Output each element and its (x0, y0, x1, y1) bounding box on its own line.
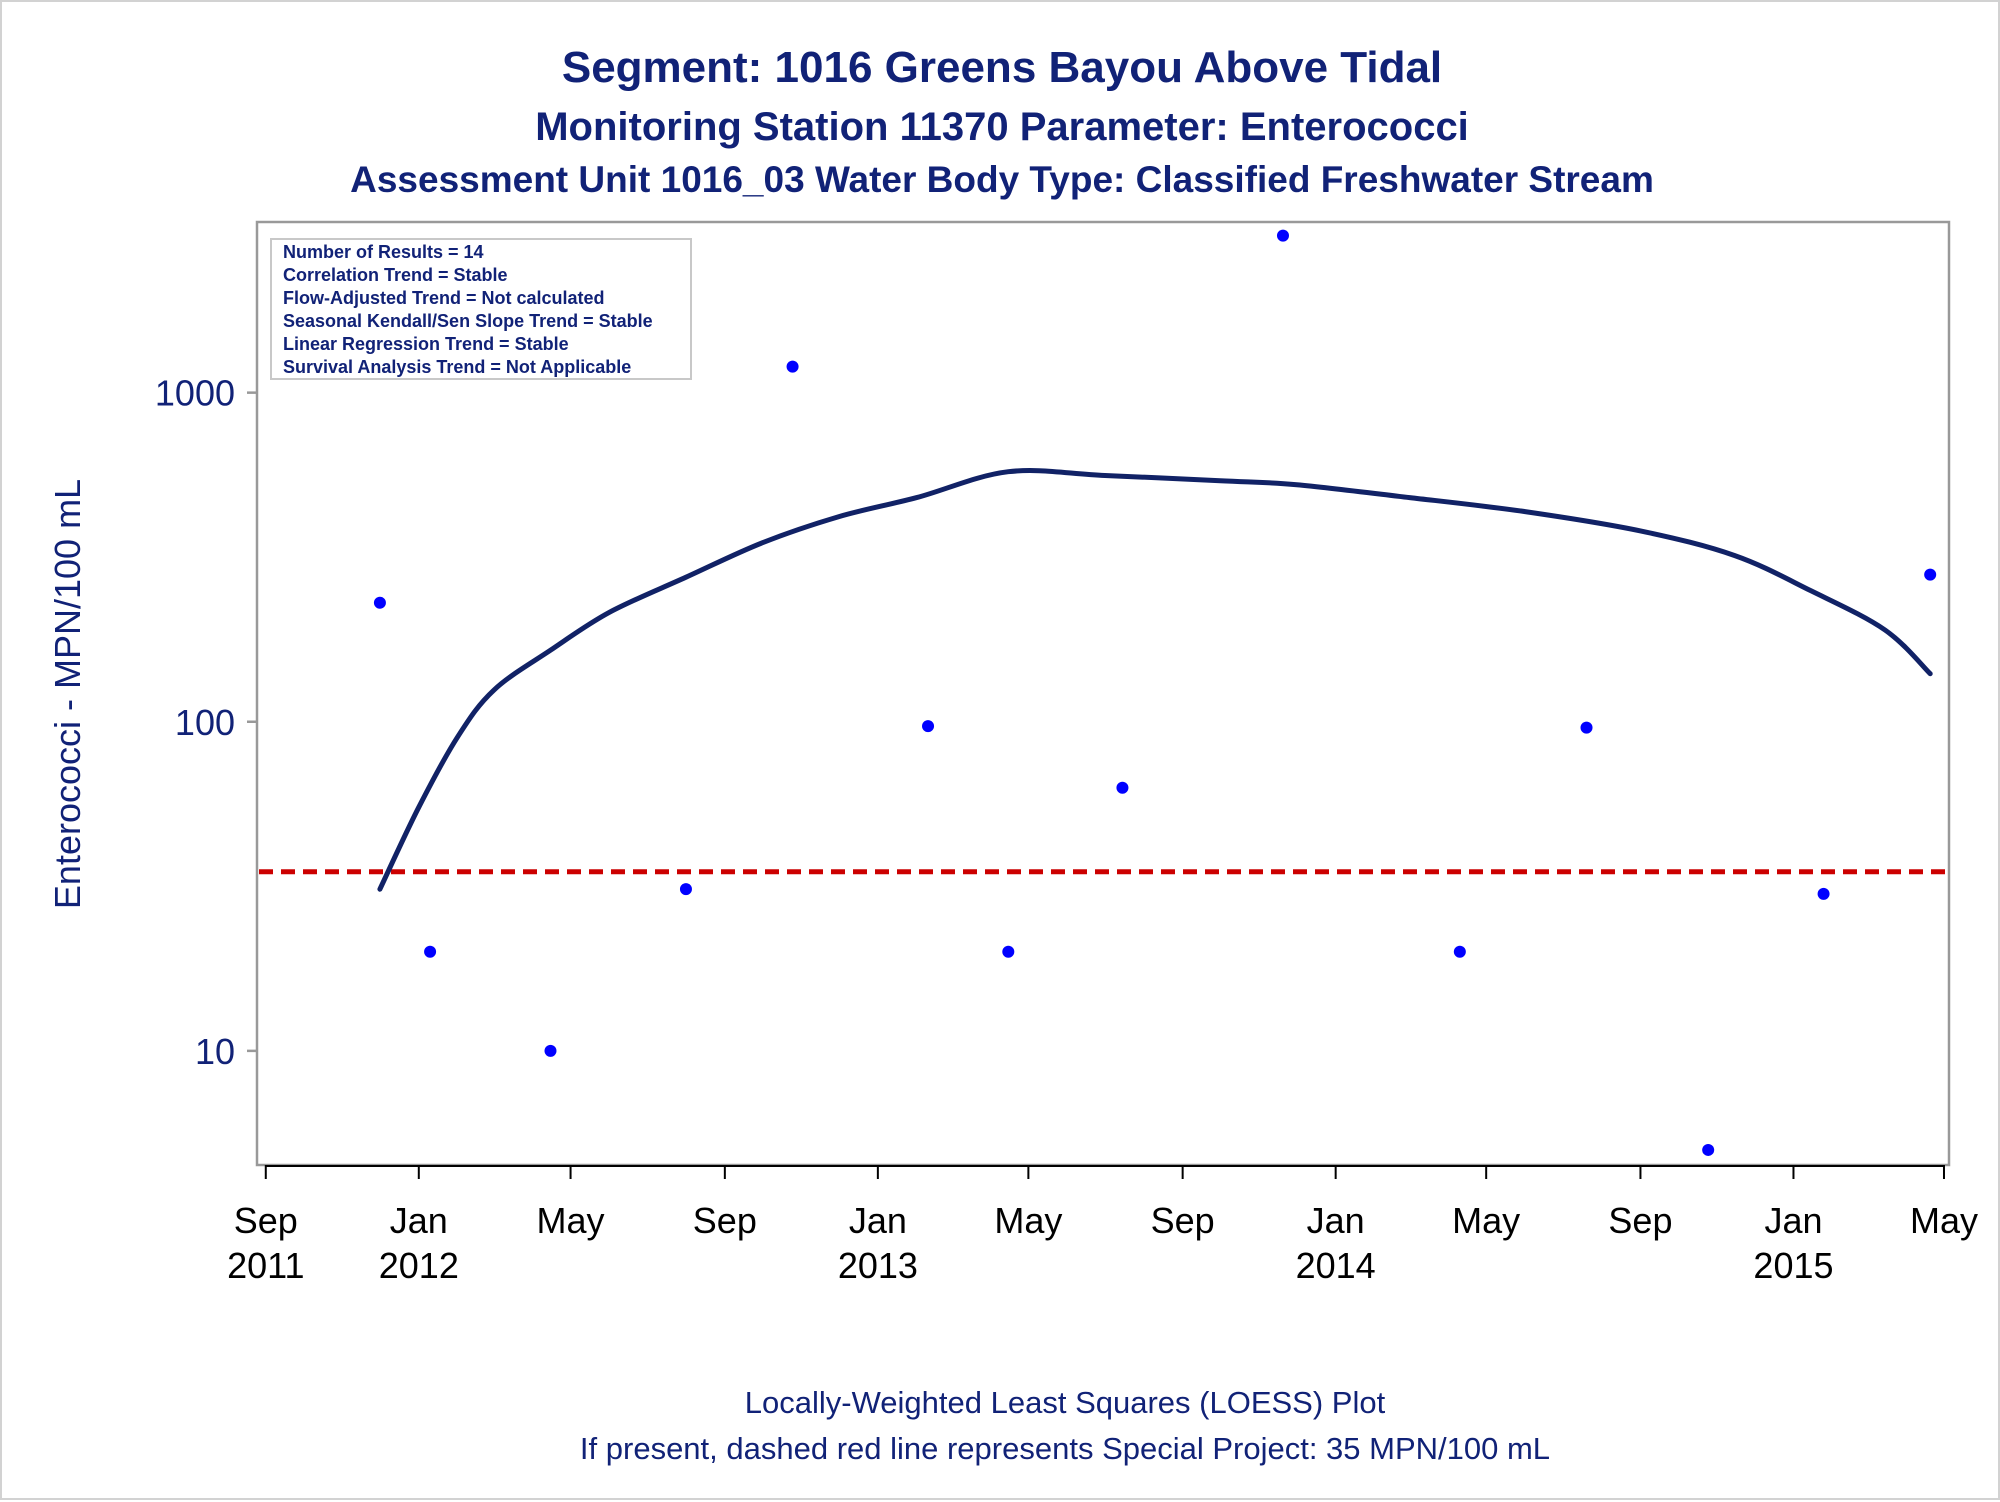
stats-line-flow-adjusted: Flow-Adjusted Trend = Not calculated (283, 288, 605, 308)
chart-marks (259, 229, 1947, 1156)
x-tick-label-year: 2015 (1753, 1245, 1833, 1286)
x-tick-label-month: Jan (390, 1200, 448, 1241)
y-tick-label: 100 (175, 702, 235, 743)
footnote-loess: Locally-Weighted Least Squares (LOESS) P… (745, 1385, 1386, 1420)
data-point (922, 720, 935, 733)
x-tick-label-month: Sep (693, 1200, 757, 1241)
x-tick-label-year: 2014 (1296, 1245, 1376, 1286)
x-tick-label-month: Jan (1764, 1200, 1822, 1241)
data-point (1116, 781, 1129, 794)
data-point (1276, 229, 1289, 242)
data-point (1924, 568, 1937, 581)
data-point (373, 596, 386, 609)
data-point (1002, 945, 1015, 958)
x-tick-label-month: May (537, 1200, 605, 1241)
chart-subtitle-2: Assessment Unit 1016_03 Water Body Type:… (350, 159, 1654, 200)
data-point (1817, 887, 1830, 900)
stats-line-linear-regression: Linear Regression Trend = Stable (283, 334, 569, 354)
data-point (1702, 1143, 1715, 1156)
data-point (1580, 721, 1593, 734)
data-point (424, 945, 437, 958)
stats-line-results: Number of Results = 14 (283, 242, 484, 262)
stats-box: Number of Results = 14 Correlation Trend… (270, 238, 692, 380)
x-tick-label-month: May (994, 1200, 1062, 1241)
x-tick-label-month: Sep (1151, 1200, 1215, 1241)
footnote-reference-line: If present, dashed red line represents S… (580, 1431, 1550, 1466)
stats-box-border (270, 238, 692, 380)
data-point (1453, 945, 1466, 958)
x-tick-label-month: Sep (1608, 1200, 1672, 1241)
x-tick-label-year: 2012 (379, 1245, 459, 1286)
x-tick-label-year: 2011 (227, 1245, 304, 1286)
stats-line-correlation: Correlation Trend = Stable (283, 265, 508, 285)
chart-title: Segment: 1016 Greens Bayou Above Tidal (562, 43, 1442, 92)
x-tick-label-month: Jan (1307, 1200, 1365, 1241)
y-axis-label: Enterococci - MPN/100 mL (47, 479, 88, 909)
data-point (544, 1044, 557, 1057)
data-point (679, 883, 692, 896)
y-axis: 10 100 1000 (155, 373, 257, 1072)
y-tick-label: 10 (195, 1031, 235, 1072)
stats-line-seasonal-kendall: Seasonal Kendall/Sen Slope Trend = Stabl… (283, 311, 653, 331)
stats-line-survival: Survival Analysis Trend = Not Applicable (283, 357, 631, 377)
x-tick-label-year: 2013 (838, 1245, 918, 1286)
x-tick-label-month: Sep (234, 1200, 298, 1241)
y-tick-label: 1000 (155, 373, 235, 414)
x-tick-label-month: May (1910, 1200, 1978, 1241)
data-point (786, 360, 799, 373)
x-tick-label-month: May (1452, 1200, 1520, 1241)
x-tick-label-month: Jan (849, 1200, 907, 1241)
chart-subtitle: Monitoring Station 11370 Parameter: Ente… (535, 105, 1469, 149)
loess-curve (377, 468, 1933, 892)
